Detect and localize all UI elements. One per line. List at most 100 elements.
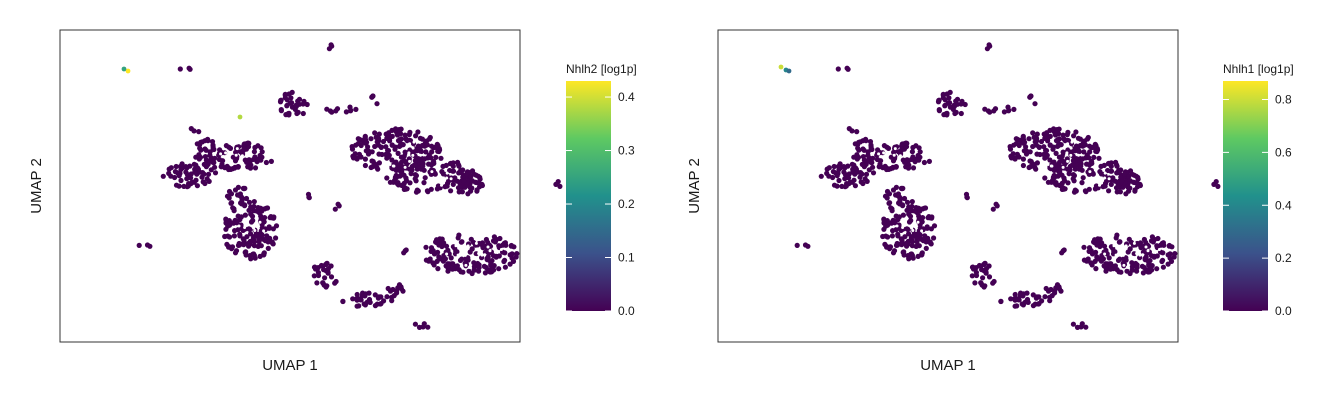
- cell-hexbin: [398, 136, 404, 142]
- cluster-gap: [1144, 245, 1148, 249]
- cell-hexbin: [235, 164, 241, 170]
- cell-hexbin: [433, 144, 439, 150]
- cell-hexbin: [1078, 163, 1084, 169]
- cell-hexbin: [1070, 176, 1076, 182]
- cluster-gap: [419, 153, 422, 157]
- cell-hexbin: [864, 178, 870, 184]
- cell-hexbin: [906, 219, 913, 225]
- cell-hexbin: [1060, 132, 1066, 138]
- cell-hexbin: [333, 278, 339, 285]
- cell-hexbin: [850, 169, 856, 175]
- cell-hexbin: [401, 158, 407, 164]
- cell-hexbin: [1086, 155, 1092, 161]
- cell-hexbin: [228, 200, 234, 206]
- cell-hexbin: [991, 108, 997, 114]
- cluster-gap: [1103, 171, 1107, 175]
- cell-hexbin: [333, 108, 339, 114]
- cell-hexbin: [1137, 255, 1143, 261]
- cell-hexbin: [362, 162, 368, 169]
- cell-hexbin: [1065, 180, 1071, 186]
- cell-hexbin: [1113, 235, 1119, 241]
- cell-hexbin: [448, 188, 454, 194]
- cell-hexbin: [870, 155, 876, 161]
- cell-hexbin: [1041, 151, 1047, 158]
- cell-hexbin: [1115, 184, 1121, 190]
- cell-hexbin: [1057, 182, 1063, 189]
- cell-hexbin: [1034, 294, 1040, 300]
- cell-hexbin: [1127, 270, 1133, 277]
- cell-hexbin: [321, 267, 327, 273]
- cell-hexbin: [469, 185, 475, 191]
- cluster-gap: [262, 229, 266, 233]
- cell-hexbin: [1036, 301, 1042, 307]
- cell-hexbin: [1133, 173, 1139, 179]
- cell-hexbin: [429, 143, 435, 149]
- cell-hexbin: [990, 206, 996, 212]
- cell-hexbin: [285, 111, 291, 117]
- cell-hexbin: [431, 262, 437, 268]
- cluster-gap: [920, 229, 924, 233]
- cell-hexbin: [1009, 155, 1015, 161]
- cell-hexbin: [209, 139, 216, 145]
- cell-hexbin: [958, 110, 964, 117]
- cell-hexbin: [434, 237, 440, 243]
- cluster-gap: [467, 265, 471, 269]
- cluster-gap: [1069, 153, 1073, 157]
- cell-hexbin: [1082, 142, 1088, 148]
- cell-hexbin: [969, 273, 975, 279]
- cluster-gap: [882, 151, 886, 155]
- colorbar-tick-label: 0.0: [1275, 304, 1292, 318]
- cell-hexbin: [1127, 185, 1133, 191]
- cell-hexbin: [940, 95, 946, 101]
- cell-hexbin: [226, 195, 232, 201]
- cell-hexbin: [1165, 261, 1171, 267]
- cluster-gap: [403, 165, 407, 169]
- cell-hexbin: [427, 256, 433, 262]
- cluster-gap: [901, 226, 905, 229]
- cell-hexbin: [1129, 267, 1135, 273]
- cluster-gap: [1061, 165, 1065, 169]
- cluster-gap: [237, 224, 241, 228]
- cell-hexbin: [240, 241, 246, 247]
- cluster-gap: [1107, 177, 1111, 181]
- cell-hexbin: [398, 284, 404, 290]
- cell-hexbin: [440, 163, 446, 169]
- cell-hexbin: [465, 255, 471, 261]
- cell-hexbin: [196, 129, 202, 135]
- cell-hexbin: [500, 242, 506, 248]
- cell-hexbin: [407, 129, 413, 135]
- expression-hotspot: [786, 68, 792, 74]
- cell-hexbin: [863, 171, 870, 177]
- cell-hexbin: [861, 147, 867, 153]
- cell-hexbin: [450, 261, 456, 267]
- cell-hexbin: [831, 182, 838, 188]
- cell-hexbin: [1172, 251, 1178, 257]
- colorbar-ticks: 0.0 0.1 0.2 0.3 0.4: [566, 90, 635, 318]
- cell-hexbin: [1075, 146, 1081, 152]
- cell-hexbin: [226, 188, 233, 195]
- cell-hexbin: [1123, 255, 1129, 261]
- cell-hexbin: [258, 145, 264, 151]
- cell-hexbin: [991, 278, 997, 285]
- cell-hexbin: [883, 223, 889, 229]
- cell-hexbin: [421, 156, 428, 162]
- cell-hexbin: [248, 204, 254, 210]
- cell-hexbin: [936, 108, 943, 114]
- cell-hexbin: [435, 249, 441, 255]
- cluster-gap: [235, 147, 239, 151]
- cell-hexbin: [834, 173, 840, 179]
- cell-hexbin: [794, 242, 800, 248]
- cell-hexbin: [502, 264, 508, 270]
- cell-hexbin: [197, 145, 203, 151]
- cell-hexbin: [919, 250, 925, 256]
- cell-hexbin: [1042, 294, 1048, 300]
- cell-hexbin: [212, 155, 218, 161]
- cell-hexbin: [195, 165, 201, 171]
- colorbar-tick-label: 0.6: [1275, 145, 1292, 159]
- cluster-gap: [488, 249, 492, 253]
- cell-hexbin: [903, 140, 909, 146]
- cell-hexbin: [1069, 162, 1076, 168]
- cell-hexbin: [239, 197, 245, 203]
- cell-hexbin: [1158, 242, 1164, 248]
- cell-hexbin: [198, 139, 204, 145]
